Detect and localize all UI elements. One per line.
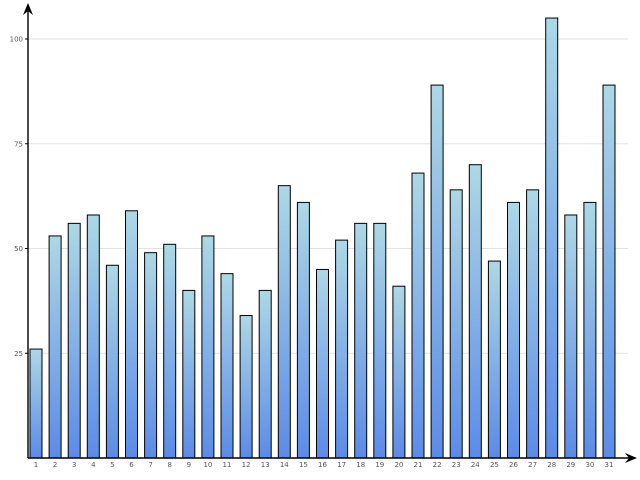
x-tick-label: 7 — [148, 461, 152, 469]
bar-10 — [201, 235, 215, 459]
bar-4 — [86, 214, 100, 459]
x-tick-label: 16 — [318, 461, 327, 469]
x-tick-label: 14 — [280, 461, 289, 469]
x-tick-label: 30 — [585, 461, 594, 469]
bar-8 — [163, 243, 177, 459]
x-tick-label: 11 — [223, 461, 232, 469]
bar-1 — [29, 348, 43, 459]
bars — [29, 17, 616, 459]
x-tick-label: 18 — [356, 461, 365, 469]
x-tick-label: 21 — [414, 461, 423, 469]
x-tick-label: 8 — [167, 461, 171, 469]
bar-15 — [296, 201, 310, 459]
bar-13 — [258, 289, 272, 459]
bar-25 — [487, 260, 501, 459]
x-tick-label: 13 — [261, 461, 270, 469]
x-tick-label: 5 — [110, 461, 114, 469]
x-tick-label: 10 — [203, 461, 212, 469]
bar-18 — [354, 222, 368, 459]
x-tick-label: 1 — [34, 461, 38, 469]
bar-20 — [392, 285, 406, 459]
bar-26 — [507, 201, 520, 459]
bar-3 — [67, 222, 81, 459]
y-tick-label: 25 — [14, 350, 23, 358]
bar-21 — [411, 172, 425, 459]
x-tick-label: 20 — [394, 461, 403, 469]
x-axis-arrow-icon — [625, 453, 637, 463]
y-tick-label: 50 — [14, 245, 23, 253]
bar-6 — [125, 210, 138, 459]
x-tick-label: 17 — [337, 461, 346, 469]
bar-31 — [602, 84, 616, 459]
x-tick-label: 31 — [605, 461, 614, 469]
bar-29 — [564, 214, 578, 459]
x-tick-label: 12 — [242, 461, 251, 469]
y-tick-label: 75 — [14, 140, 23, 148]
bar-12 — [239, 315, 253, 459]
y-axis-arrow-icon — [23, 3, 33, 15]
x-tick-labels: 1 2 3 4 5 6 7 8 9 10 11 12 13 14 15 16 17 18 19 20 21 22 23 24 2… — [34, 461, 614, 469]
x-tick-label: 15 — [299, 461, 308, 469]
bar-14 — [277, 185, 291, 459]
bar-24 — [468, 164, 482, 459]
bar-19 — [373, 222, 387, 459]
bar-17 — [335, 239, 349, 459]
x-tick-label: 19 — [375, 461, 384, 469]
x-tick-label: 22 — [433, 461, 442, 469]
bar-5 — [105, 264, 119, 459]
x-tick-label: 6 — [129, 461, 134, 469]
bar-28 — [545, 17, 559, 459]
bar-27 — [526, 189, 540, 459]
x-tick-label: 29 — [566, 461, 575, 469]
bar-30 — [583, 201, 597, 459]
x-tick-label: 9 — [187, 461, 191, 469]
x-tick-label: 26 — [509, 461, 518, 469]
axes — [23, 3, 637, 463]
bar-22 — [430, 84, 444, 459]
bar-7 — [144, 252, 158, 459]
x-tick-label: 4 — [91, 461, 96, 469]
bar-16 — [316, 268, 329, 459]
x-tick-label: 28 — [547, 461, 556, 469]
bar-9 — [182, 289, 196, 459]
y-tick-labels: 25 50 75 100 — [10, 36, 23, 358]
x-tick-label: 23 — [452, 461, 461, 469]
x-tick-label: 2 — [53, 461, 57, 469]
x-tick-label: 24 — [471, 461, 480, 469]
x-tick-label: 25 — [490, 461, 499, 469]
x-tick-label: 27 — [528, 461, 537, 469]
y-tick-label: 100 — [10, 36, 23, 44]
bar-23 — [449, 189, 463, 459]
bar-2 — [48, 235, 62, 459]
x-tick-label: 3 — [72, 461, 76, 469]
bar-11 — [220, 273, 234, 459]
